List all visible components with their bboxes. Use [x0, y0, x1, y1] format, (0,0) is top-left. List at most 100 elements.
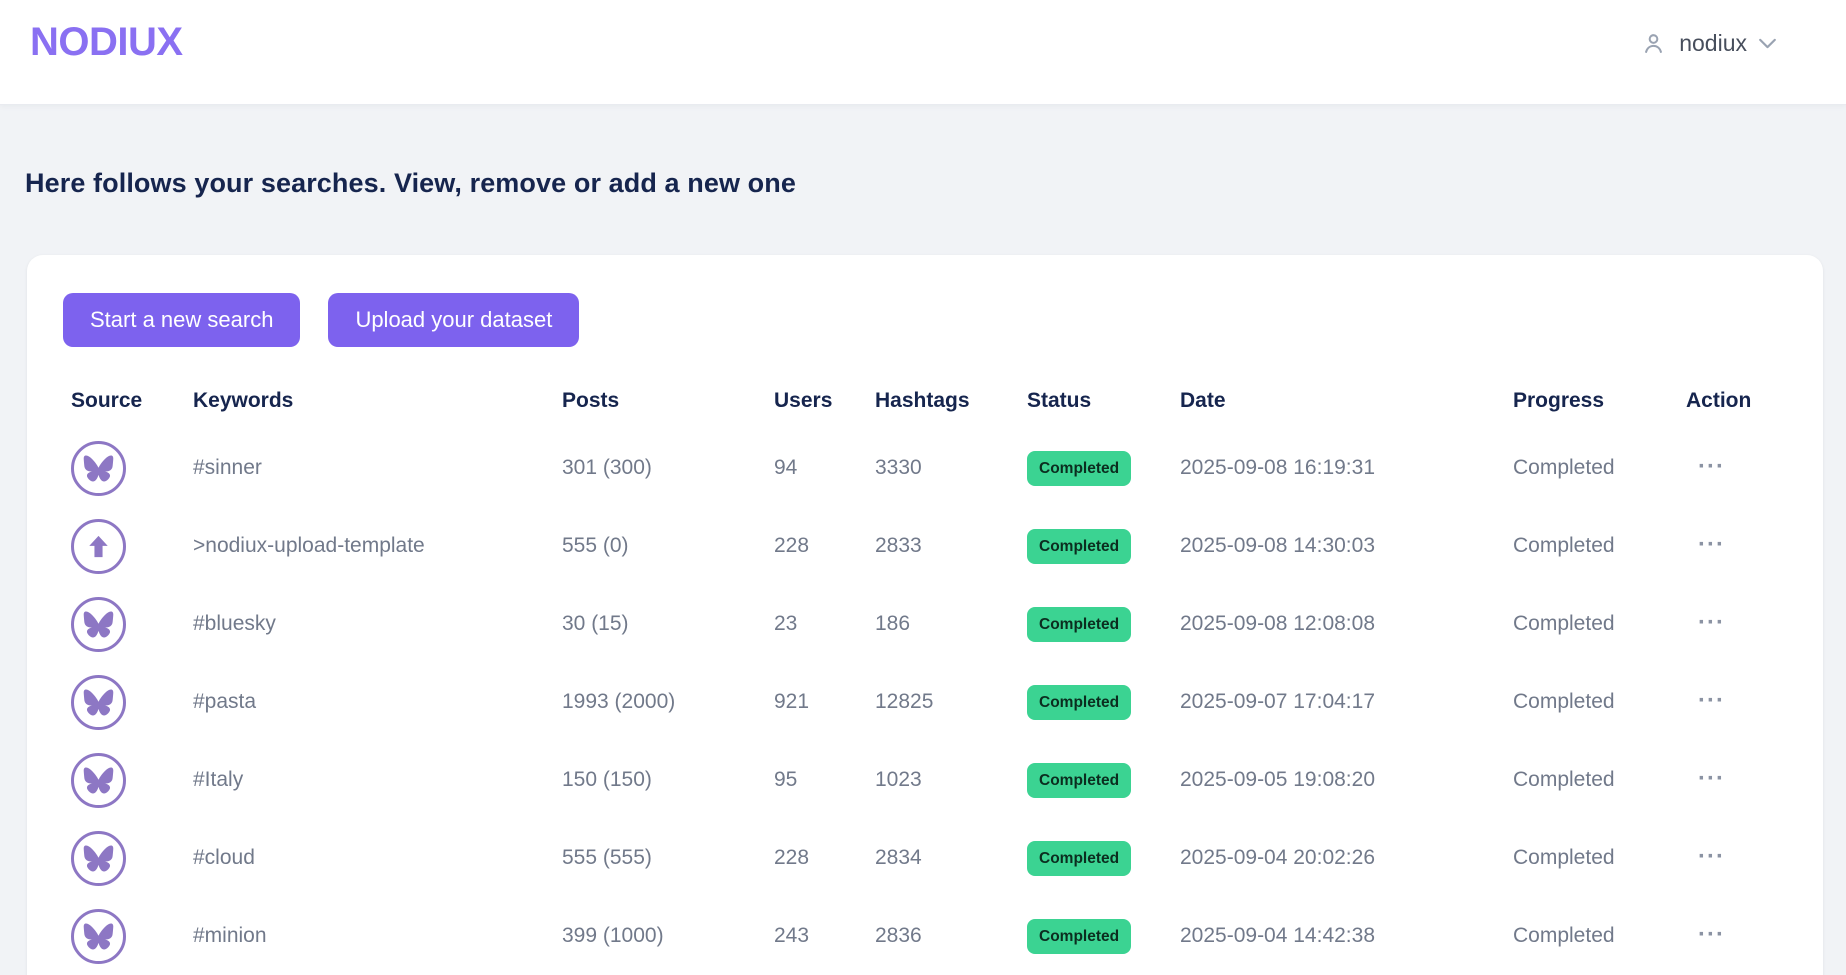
date-cell: 2025-09-08 12:08:08 [1180, 612, 1375, 635]
row-actions-button[interactable]: ··· [1698, 609, 1725, 636]
table-row: #pasta 1993 (2000) 921 12825 Completed 2… [71, 663, 1779, 741]
posts-cell: 555 (0) [562, 534, 629, 557]
date-cell: 2025-09-07 17:04:17 [1180, 690, 1375, 713]
posts-cell: 555 (555) [562, 846, 652, 869]
hashtags-cell: 3330 [875, 456, 922, 479]
progress-cell: Completed [1513, 768, 1615, 791]
hashtags-cell: 12825 [875, 690, 934, 713]
bluesky-icon [71, 674, 126, 730]
status-cell: Completed [1027, 684, 1132, 720]
chevron-down-icon [1759, 38, 1776, 49]
status-cell: Completed [1027, 450, 1132, 486]
keywords-cell: >nodiux-upload-template [193, 534, 425, 557]
hashtags-cell: 2836 [875, 924, 922, 947]
users-cell: 95 [774, 768, 798, 791]
status-cell: Completed [1027, 840, 1132, 876]
column-header-hashtags: Hashtags [875, 389, 970, 412]
upload-dataset-button[interactable]: Upload your dataset [328, 293, 580, 347]
keywords-cell: #Italy [193, 768, 244, 791]
table-body: #sinner 301 (300) 94 3330 Completed 2025… [71, 429, 1779, 975]
date-cell: 2025-09-08 14:30:03 [1180, 534, 1375, 557]
status-cell: Completed [1027, 528, 1132, 564]
table-row: #sinner 301 (300) 94 3330 Completed 2025… [71, 429, 1779, 507]
column-header-keywords: Keywords [193, 389, 294, 412]
date-cell: 2025-09-05 19:08:20 [1180, 768, 1375, 791]
users-cell: 94 [774, 456, 798, 479]
users-cell: 228 [774, 846, 810, 869]
progress-cell: Completed [1513, 612, 1615, 635]
date-cell: 2025-09-08 16:19:31 [1180, 456, 1375, 479]
column-header-source: Source [71, 389, 143, 412]
hashtags-cell: 2833 [875, 534, 922, 557]
table-row: #Italy 150 (150) 95 1023 Completed 2025-… [71, 741, 1779, 819]
action-cell: ··· [1686, 609, 1779, 636]
action-cell: ··· [1686, 921, 1779, 948]
row-actions-button[interactable]: ··· [1698, 531, 1725, 558]
status-badge: Completed [1027, 684, 1132, 720]
app-logo[interactable]: NODIUX [30, 20, 183, 64]
progress-cell: Completed [1513, 690, 1615, 713]
table-header-row: Source Keywords Posts Users Hashtags Sta… [71, 383, 1779, 429]
column-header-status: Status [1027, 389, 1092, 412]
table-row: #minion 399 (1000) 243 2836 Completed 20… [71, 897, 1779, 975]
row-actions-button[interactable]: ··· [1698, 843, 1725, 870]
status-badge: Completed [1027, 918, 1132, 954]
posts-cell: 301 (300) [562, 456, 652, 479]
status-cell: Completed [1027, 606, 1132, 642]
toolbar: Start a new search Upload your dataset [63, 293, 1779, 347]
progress-cell: Completed [1513, 534, 1615, 557]
hashtags-cell: 186 [875, 612, 911, 635]
posts-cell: 399 (1000) [562, 924, 664, 947]
users-cell: 243 [774, 924, 810, 947]
date-cell: 2025-09-04 20:02:26 [1180, 846, 1375, 869]
user-menu[interactable]: nodiux [1640, 30, 1776, 57]
users-cell: 228 [774, 534, 810, 557]
keywords-cell: #bluesky [193, 612, 276, 635]
status-badge: Completed [1027, 528, 1132, 564]
progress-cell: Completed [1513, 846, 1615, 869]
date-cell: 2025-09-04 14:42:38 [1180, 924, 1375, 947]
users-cell: 23 [774, 612, 798, 635]
action-cell: ··· [1686, 843, 1779, 870]
progress-cell: Completed [1513, 924, 1615, 947]
keywords-cell: #pasta [193, 690, 257, 713]
row-actions-button[interactable]: ··· [1698, 453, 1725, 480]
posts-cell: 150 (150) [562, 768, 652, 791]
table-row: >nodiux-upload-template 555 (0) 228 2833… [71, 507, 1779, 585]
bluesky-icon [71, 752, 126, 808]
row-actions-button[interactable]: ··· [1698, 765, 1725, 792]
column-header-progress: Progress [1513, 389, 1605, 412]
status-cell: Completed [1027, 918, 1132, 954]
table-row: #cloud 555 (555) 228 2834 Completed 2025… [71, 819, 1779, 897]
source-cell [71, 440, 193, 496]
posts-cell: 1993 (2000) [562, 690, 676, 713]
users-cell: 921 [774, 690, 810, 713]
status-badge: Completed [1027, 450, 1132, 486]
hashtags-cell: 1023 [875, 768, 922, 791]
start-new-search-button[interactable]: Start a new search [63, 293, 301, 347]
status-cell: Completed [1027, 762, 1132, 798]
user-icon [1640, 30, 1667, 57]
hashtags-cell: 2834 [875, 846, 922, 869]
top-bar: NODIUX nodiux [0, 0, 1846, 104]
progress-cell: Completed [1513, 456, 1615, 479]
bluesky-icon [71, 908, 126, 964]
status-badge: Completed [1027, 840, 1132, 876]
bluesky-icon [71, 440, 126, 496]
action-cell: ··· [1686, 453, 1779, 480]
keywords-cell: #cloud [193, 846, 255, 869]
source-cell [71, 752, 193, 808]
source-cell [71, 518, 193, 574]
column-header-users: Users [774, 389, 833, 412]
bluesky-icon [71, 830, 126, 886]
column-header-action: Action [1686, 389, 1752, 412]
user-name: nodiux [1679, 30, 1747, 56]
row-actions-button[interactable]: ··· [1698, 687, 1725, 714]
column-header-posts: Posts [562, 389, 620, 412]
upload-icon [71, 518, 126, 574]
source-cell [71, 596, 193, 652]
row-actions-button[interactable]: ··· [1698, 921, 1725, 948]
bluesky-icon [71, 596, 126, 652]
column-header-date: Date [1180, 389, 1226, 412]
status-badge: Completed [1027, 762, 1132, 798]
